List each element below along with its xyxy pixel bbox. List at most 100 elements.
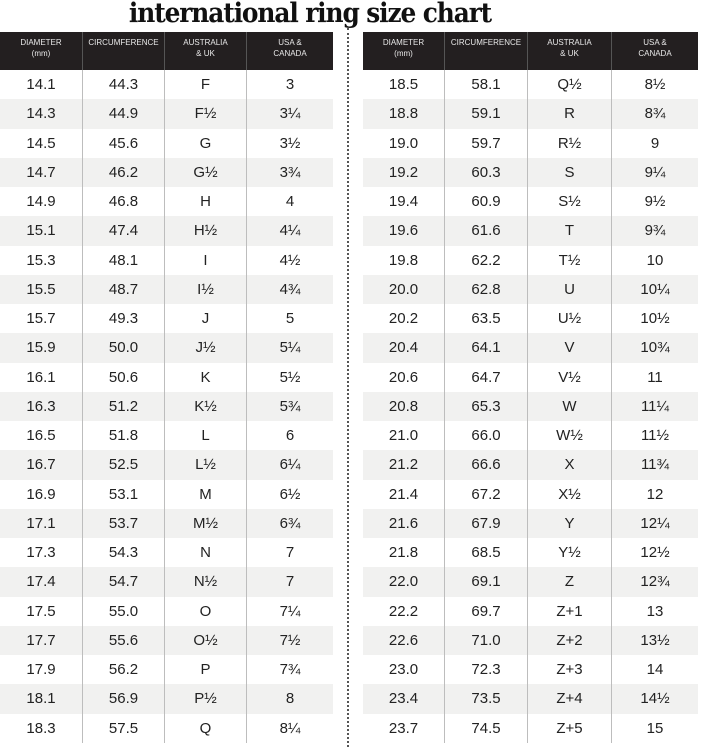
cell-circumference: 67.9	[445, 508, 528, 538]
cell-usa-canada: 7½	[279, 631, 301, 649]
cell-diameter: 22.6	[363, 625, 445, 655]
cell-usa-canada: 5¾	[279, 397, 301, 415]
cell-australia-uk: R½	[528, 128, 612, 158]
cell-australia-uk: G	[165, 128, 247, 158]
cell-diameter: 18.5	[363, 70, 445, 100]
cell-usa-canada: 4½	[279, 251, 301, 269]
cell-circumference: 51.8	[83, 421, 165, 451]
cell-australia-uk: Y	[528, 508, 612, 538]
cell-circumference: 50.0	[83, 333, 165, 363]
cell-usa-canada: 12¼	[640, 514, 670, 532]
table-row: 15.1 47.4 H½ 4¼	[0, 216, 333, 246]
cell-diameter: 17.4	[0, 567, 83, 597]
table-row: 22.0 69.1 Z 12¾	[363, 567, 698, 597]
cell-circumference: 56.9	[83, 684, 165, 714]
cell-circumference: 52.5	[83, 450, 165, 480]
cell-diameter: 21.6	[363, 508, 445, 538]
cell-diameter: 14.3	[0, 99, 83, 129]
cell-usa-canada: 10¾	[640, 339, 670, 357]
cell-usa-canada: 11¾	[640, 456, 670, 474]
column-header-diameter: DIAMETER (mm)	[0, 32, 83, 70]
cell-circumference: 44.3	[83, 70, 165, 100]
cell-circumference: 48.7	[83, 274, 165, 304]
cell-usa-canada: 14½	[640, 690, 670, 708]
table-row: 17.1 53.7 M½ 6¾	[0, 508, 333, 538]
cell-circumference: 46.8	[83, 187, 165, 217]
table-row: 15.7 49.3 J 5	[0, 304, 333, 334]
cell-circumference: 60.3	[445, 157, 528, 187]
cell-australia-uk: I½	[165, 274, 247, 304]
cell-circumference: 63.5	[445, 304, 528, 334]
cell-circumference: 66.0	[445, 421, 528, 451]
table-row: 14.1 44.3 F 3	[0, 70, 333, 100]
cell-circumference: 45.6	[83, 128, 165, 158]
cell-diameter: 22.2	[363, 596, 445, 626]
cell-usa-canada: 6¼	[279, 456, 301, 474]
cell-australia-uk: K½	[165, 391, 247, 421]
cell-australia-uk: W½	[528, 421, 612, 451]
cell-diameter: 17.5	[0, 596, 83, 626]
column-header-usa-canada: USA & CANADA	[638, 38, 672, 58]
cell-diameter: 20.0	[363, 274, 445, 304]
cell-usa-canada: 5	[285, 310, 295, 327]
cell-australia-uk: R	[528, 99, 612, 129]
table-row: 16.9 53.1 M 6½	[0, 479, 333, 509]
cell-diameter: 14.7	[0, 157, 83, 187]
table-row: 14.3 44.9 F½ 3¼	[0, 99, 333, 129]
cell-australia-uk: Y½	[528, 538, 612, 568]
cell-australia-uk: T	[528, 216, 612, 246]
table-row: 15.5 48.7 I½ 4¾	[0, 274, 333, 304]
table-row: 19.0 59.7 R½ 9	[363, 128, 698, 158]
table-row: 21.8 68.5 Y½ 12½	[363, 538, 698, 568]
cell-australia-uk: Z+5	[528, 713, 612, 743]
cell-usa-canada: 8	[285, 690, 295, 708]
cell-australia-uk: P½	[165, 684, 247, 714]
cell-australia-uk: K	[165, 362, 247, 392]
column-header-australia-uk: AUSTRALIA & UK	[165, 32, 247, 70]
cell-usa-canada: 3¾	[279, 163, 301, 181]
cell-circumference: 50.6	[83, 362, 165, 392]
cell-australia-uk: M	[165, 479, 247, 509]
table-row: 19.8 62.2 T½ 10	[363, 245, 698, 275]
cell-diameter: 17.3	[0, 538, 83, 568]
cell-circumference: 65.3	[445, 391, 528, 421]
cell-circumference: 69.7	[445, 596, 528, 626]
cell-diameter: 17.1	[0, 508, 83, 538]
cell-circumference: 54.7	[83, 567, 165, 597]
table-row: 20.0 62.8 U 10¼	[363, 274, 698, 304]
cell-australia-uk: Q½	[528, 70, 612, 100]
table-row: 19.2 60.3 S 9¼	[363, 157, 698, 187]
table-header: DIAMETER (mm) CIRCUMFERENCE AUSTRALIA & UK…	[0, 32, 333, 70]
cell-australia-uk: S½	[528, 187, 612, 217]
cell-circumference: 49.3	[83, 304, 165, 334]
cell-diameter: 15.5	[0, 274, 83, 304]
cell-australia-uk: V½	[528, 362, 612, 392]
table-row: 21.4 67.2 X½ 12	[363, 479, 698, 509]
table-row: 16.5 51.8 L 6	[0, 421, 333, 451]
cell-diameter: 15.3	[0, 245, 83, 275]
table-row: 22.6 71.0 Z+2 13½	[363, 625, 698, 655]
table-row: 15.3 48.1 I 4½	[0, 245, 333, 275]
cell-circumference: 53.7	[83, 508, 165, 538]
cell-circumference: 59.1	[445, 99, 528, 129]
cell-circumference: 53.1	[83, 479, 165, 509]
cell-circumference: 64.7	[445, 362, 528, 392]
table-row: 20.4 64.1 V 10¾	[363, 333, 698, 363]
cell-diameter: 20.2	[363, 304, 445, 334]
table-row: 17.7 55.6 O½ 7½	[0, 625, 333, 655]
table-row: 18.1 56.9 P½ 8	[0, 684, 333, 714]
table-row: 18.8 59.1 R 8¾	[363, 99, 698, 129]
cell-circumference: 47.4	[83, 216, 165, 246]
cell-usa-canada: 3¼	[279, 105, 301, 123]
cell-usa-canada: 8¼	[279, 719, 301, 737]
cell-diameter: 16.3	[0, 391, 83, 421]
cell-diameter: 18.1	[0, 684, 83, 714]
cell-circumference: 55.0	[83, 596, 165, 626]
cell-australia-uk: H	[165, 187, 247, 217]
cell-circumference: 48.1	[83, 245, 165, 275]
cell-diameter: 15.9	[0, 333, 83, 363]
cell-australia-uk: U½	[528, 304, 612, 334]
cell-diameter: 15.1	[0, 216, 83, 246]
table-row: 18.5 58.1 Q½ 8½	[363, 70, 698, 100]
table-row: 16.7 52.5 L½ 6¼	[0, 450, 333, 480]
